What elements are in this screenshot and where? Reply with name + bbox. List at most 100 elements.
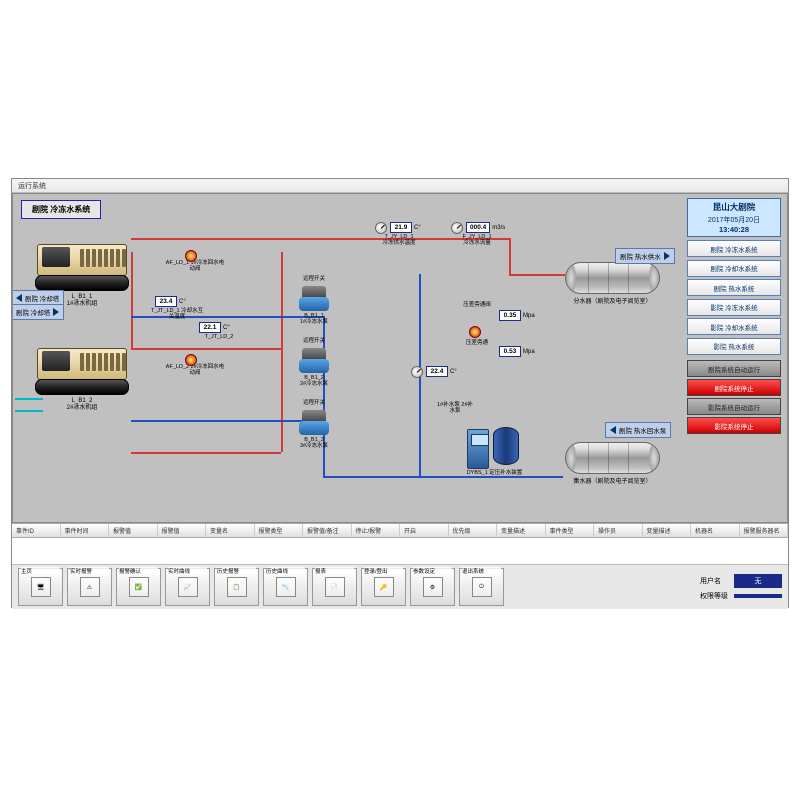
pipe-supply [281, 252, 283, 452]
pipe-supply [131, 348, 281, 350]
reading-pressure-lo: 0.53Mpa [499, 346, 535, 357]
pump-switch-label: 远程开关 [295, 276, 333, 282]
table-column[interactable]: 机器名 [691, 524, 740, 537]
nav-button-group: 剧院 冷冻水系统剧院 冷却水系统剧院 热水系统影院 冷冻水系统影院 冷却水系统影… [687, 240, 781, 355]
pipe-return [131, 420, 325, 422]
nav-button[interactable]: 影院 热水系统 [687, 338, 781, 355]
status-button-group: 剧院系统自动运行剧院系统停止影院系统自动运行影院系统停止 [687, 360, 781, 434]
event-table-body[interactable] [12, 538, 788, 564]
table-column[interactable]: 事件ID [12, 524, 61, 537]
history-alarm-icon: 📋 [227, 577, 247, 597]
table-column[interactable]: 报警类型 [255, 524, 304, 537]
bypass-valve-icon[interactable] [469, 326, 481, 338]
af2-label: AF_LD_2 2#冷冻回水电动阀 [165, 364, 225, 376]
toolbar-button[interactable]: 历史报警📋 [214, 568, 259, 606]
table-column[interactable]: 优先级 [449, 524, 498, 537]
pump-1[interactable]: B_B1_11#冷冻水泵 [299, 286, 329, 316]
toolbar-button[interactable]: 退出系统⏻ [459, 568, 504, 606]
expansion-device[interactable]: DYBS_1 定压补水装置 [467, 424, 522, 469]
toolbar-button[interactable]: 登录/登出🔑 [361, 568, 406, 606]
pump-3[interactable]: B_B1_33#冷冻水泵 [299, 410, 329, 440]
outlet-return: 剧院 热水回水泵 [605, 422, 671, 438]
alarm-icon: ⚠ [80, 577, 100, 597]
monitor-icon: 🖥 [31, 577, 51, 597]
makeup-pump-label: 1#补水泵 2#补水泵 [435, 402, 475, 414]
table-column[interactable]: 报警值 [158, 524, 207, 537]
site-date: 2017年05月20日 [688, 215, 780, 225]
r1-label: T_JT_LD_1 冷却水互关温度 [149, 308, 205, 320]
expansion-label: DYBS_1 定压补水装置 [462, 470, 527, 476]
reading-return-temp: 22.4C° [426, 366, 457, 377]
toolbar-button[interactable]: 报表📄 [312, 568, 357, 606]
chiller-2[interactable]: L_B1_22#冰水机组 [37, 346, 132, 396]
pipe-return [323, 476, 563, 478]
table-column[interactable]: 报警值/备注 [303, 524, 352, 537]
nav-button[interactable]: 影院 冷冻水系统 [687, 299, 781, 316]
table-column[interactable]: 变量描述 [497, 524, 546, 537]
toolbar-button[interactable]: 参数设定⚙ [410, 568, 455, 606]
toolbar-button[interactable]: 主页🖥 [18, 568, 63, 606]
reading-supply-label: T_JY_LD_1冷冻供水温度 [369, 234, 429, 246]
gauge-icon [375, 222, 387, 234]
reading-r2: 22.1C° [199, 322, 230, 333]
bottom-panel: 事件ID事件时间报警值报警值变量名报警类型报警值/备注停止/报警开启优先级变量描… [12, 523, 788, 608]
table-column[interactable]: 报警值 [109, 524, 158, 537]
table-column[interactable]: 事件时间 [61, 524, 110, 537]
table-column[interactable]: 开启 [400, 524, 449, 537]
history-curve-icon: 📉 [276, 577, 296, 597]
pump-2[interactable]: B_B1_22#冷冻水泵 [299, 348, 329, 378]
af1-label: AF_LD_1 1#冷冻回水电动阀 [165, 260, 225, 272]
valve-af1-icon[interactable] [185, 250, 197, 262]
nav-button[interactable]: 剧院 冷却水系统 [687, 260, 781, 277]
window-titlebar[interactable]: 运行系统 [12, 179, 788, 193]
pump-label: B_B1_11#冷冻水泵 [289, 313, 339, 325]
pump-label: B_B1_33#冷冻水泵 [289, 437, 339, 449]
reading-flow: 000.4m3/s [466, 222, 505, 233]
status-button[interactable]: 剧院系统自动运行 [687, 360, 781, 377]
pump-switch-label: 远程开关 [295, 338, 333, 344]
bypass-switch-label: 压差旁通 [457, 340, 497, 346]
permission-value [734, 594, 782, 598]
reading-supply-temp: 21.9C° [390, 222, 421, 233]
site-header: 昆山大剧院 2017年05月20日 13:40:28 [687, 198, 781, 237]
table-column[interactable]: 变量名 [206, 524, 255, 537]
table-column[interactable]: 变量描述 [643, 524, 692, 537]
username-label: 用户名 [700, 576, 728, 586]
toolbar-button[interactable]: 实时报警⚠ [67, 568, 112, 606]
user-panel: 用户名 无 权限等级 [700, 574, 782, 601]
status-button[interactable]: 影院系统停止 [687, 417, 781, 434]
site-time: 13:40:28 [688, 225, 780, 236]
toolbar-button[interactable]: 历史曲线📉 [263, 568, 308, 606]
site-name: 昆山大剧院 [688, 199, 780, 215]
pipe-cool [15, 398, 43, 400]
bypass-valve-label: 压差旁通阀 [457, 302, 497, 308]
table-column[interactable]: 事件类型 [546, 524, 595, 537]
gauge-icon [451, 222, 463, 234]
pipe-supply [131, 452, 281, 454]
chiller-1[interactable]: L_B1_11#冰水机组 [37, 242, 132, 292]
nav-button[interactable]: 影院 冷却水系统 [687, 318, 781, 335]
table-column[interactable]: 停止/报警 [352, 524, 401, 537]
confirm-icon: ✅ [129, 577, 149, 597]
toolbar-button[interactable]: 报警确认✅ [116, 568, 161, 606]
collector-tank[interactable]: 集水器（剧院及电子阅览室） [565, 442, 660, 474]
toolbar-button[interactable]: 实时曲线📈 [165, 568, 210, 606]
r2-label: T_JT_LD_2 [197, 334, 241, 340]
status-button[interactable]: 剧院系统停止 [687, 379, 781, 396]
table-column[interactable]: 操作员 [594, 524, 643, 537]
curve-icon: 📈 [178, 577, 198, 597]
pipe-cool [15, 410, 43, 412]
nav-button[interactable]: 剧院 热水系统 [687, 279, 781, 296]
window-title: 运行系统 [18, 181, 46, 191]
valve-af2-icon[interactable] [185, 354, 197, 366]
chiller-2-label: L_B1_22#冰水机组 [52, 398, 112, 411]
inlet-cool-2: 剧院 冷却塔 [12, 304, 64, 320]
reading-r1: 23.4C° [155, 296, 186, 307]
nav-button[interactable]: 剧院 冷冻水系统 [687, 240, 781, 257]
distributor-label: 分水器（剧院及电子阅览室） [565, 296, 660, 305]
pipe-supply [509, 238, 511, 276]
distributor-tank[interactable]: 分水器（剧院及电子阅览室） [565, 262, 660, 294]
table-column[interactable]: 报警服务器名 [740, 524, 789, 537]
event-table-header: 事件ID事件时间报警值报警值变量名报警类型报警值/备注停止/报警开启优先级变量描… [12, 524, 788, 538]
status-button[interactable]: 影院系统自动运行 [687, 398, 781, 415]
